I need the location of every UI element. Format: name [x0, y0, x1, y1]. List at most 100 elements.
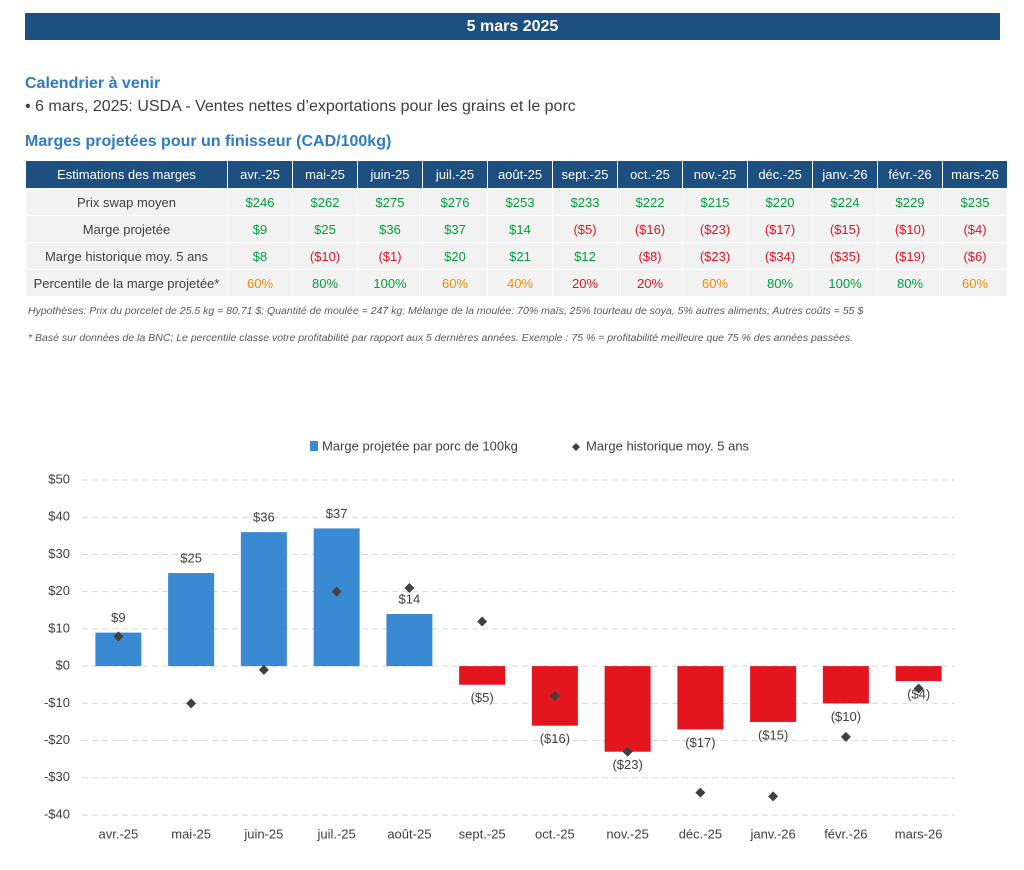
legend-swatch	[310, 441, 318, 451]
table-cell: $21	[487, 242, 553, 270]
marker	[331, 586, 342, 597]
table-cell: ($6)	[942, 242, 1008, 270]
marker	[186, 698, 197, 709]
table-cell: 80%	[747, 269, 813, 297]
bar	[313, 528, 360, 667]
y-tick-label: -$10	[44, 695, 70, 710]
table-cell: $9	[227, 215, 293, 243]
data-label: ($5)	[471, 690, 494, 705]
table-cell: $275	[357, 188, 423, 216]
table-body: Prix swap moyen $246 $262 $275 $276 $253 $233 $…	[25, 188, 1008, 297]
column-header: juil.-25	[422, 160, 488, 189]
x-tick-label: mai-25	[171, 826, 211, 841]
table-cell: $229	[877, 188, 943, 216]
column-header: sept.-25	[552, 160, 618, 189]
table-cell: ($10)	[877, 215, 943, 243]
column-header: nov.-25	[682, 160, 748, 189]
table-cell: ($10)	[292, 242, 358, 270]
x-tick-label: sept.-25	[459, 826, 506, 841]
table-cell: ($8)	[617, 242, 683, 270]
row-label: Prix swap moyen	[25, 188, 228, 216]
bar	[459, 666, 506, 685]
table-cell: ($23)	[682, 242, 748, 270]
y-tick-label: $20	[48, 583, 70, 598]
table-cell: $233	[552, 188, 618, 216]
table-cell: 20%	[617, 269, 683, 297]
table-row: Percentile de la marge projetée* 60% 80% 10…	[25, 269, 1008, 297]
y-tick-label: $40	[48, 509, 70, 524]
x-tick-label: oct.-25	[535, 826, 575, 841]
table-cell: ($35)	[812, 242, 878, 270]
table-row: Marge historique moy. 5 ans $8 ($10) ($1) $2…	[25, 242, 1008, 270]
bar	[168, 573, 215, 667]
table-cell: ($15)	[812, 215, 878, 243]
data-label: $9	[111, 610, 125, 625]
column-header: déc.-25	[747, 160, 813, 189]
x-tick-label: avr.-25	[99, 826, 139, 841]
table-cell: ($19)	[877, 242, 943, 270]
x-tick-label: juil.-25	[316, 826, 355, 841]
bar	[240, 532, 287, 667]
data-label: $36	[253, 510, 275, 525]
data-label: ($10)	[831, 709, 861, 724]
y-tick-label: -$20	[44, 732, 70, 747]
y-tick-label: $50	[48, 471, 70, 486]
table-cell: $8	[227, 242, 293, 270]
table-cell: $235	[942, 188, 1008, 216]
legend-swatch	[572, 443, 580, 451]
y-tick-label: -$30	[44, 769, 70, 784]
bar	[750, 666, 797, 722]
table-cell: 60%	[422, 269, 488, 297]
table-cell: $224	[812, 188, 878, 216]
table-cell: $222	[617, 188, 683, 216]
table-cell: 20%	[552, 269, 618, 297]
table-cell: $276	[422, 188, 488, 216]
table-cell: $37	[422, 215, 488, 243]
table-cell: ($34)	[747, 242, 813, 270]
bar	[677, 666, 724, 730]
table-cell: 80%	[292, 269, 358, 297]
table-cell: $262	[292, 188, 358, 216]
table-cell: 60%	[227, 269, 293, 297]
table-cell: ($17)	[747, 215, 813, 243]
table-cell: 100%	[357, 269, 423, 297]
y-tick-label: $10	[48, 620, 70, 635]
marker	[768, 791, 779, 802]
x-tick-label: mars-26	[895, 826, 943, 841]
row-label: Marge projetée	[25, 215, 228, 243]
marker	[622, 746, 633, 757]
x-tick-label: juin-25	[243, 826, 283, 841]
column-header: août-25	[487, 160, 553, 189]
data-label: ($16)	[540, 731, 570, 746]
calendar-title: Calendrier à venir	[25, 75, 161, 92]
footnote: * Basé sur données de la BNC; Le percent…	[28, 332, 854, 344]
legend-label: Marge projetée par porc de 100kg	[322, 438, 518, 453]
table-cell: 100%	[812, 269, 878, 297]
data-label: $37	[326, 506, 348, 521]
row-label: Marge historique moy. 5 ans	[25, 242, 228, 270]
header-bar: 5 mars 2025	[25, 13, 1000, 40]
table-header-row: Estimations des marges avr.-25 mai-25 juin-…	[25, 160, 1008, 189]
x-tick-label: févr.-26	[824, 826, 867, 841]
bar	[386, 614, 433, 667]
x-tick-label: janv.-26	[749, 826, 795, 841]
marker	[258, 664, 269, 675]
row-label: Percentile de la marge projetée*	[25, 269, 228, 297]
table-cell: $246	[227, 188, 293, 216]
table-cell: $220	[747, 188, 813, 216]
bar	[822, 666, 869, 704]
table-cell: $20	[422, 242, 488, 270]
table-cell: ($4)	[942, 215, 1008, 243]
data-label: ($23)	[612, 757, 642, 772]
bar	[895, 666, 942, 681]
data-label: ($4)	[907, 686, 930, 701]
legend-label: Marge historique moy. 5 ans	[586, 438, 750, 453]
calendar-item: 6 mars, 2025: USDA - Ventes nettes d’exp…	[25, 98, 576, 116]
column-header: Estimations des marges	[25, 160, 228, 189]
table-cell: 40%	[487, 269, 553, 297]
bar	[604, 666, 651, 752]
table-cell: 60%	[682, 269, 748, 297]
x-tick-label: août-25	[387, 826, 431, 841]
